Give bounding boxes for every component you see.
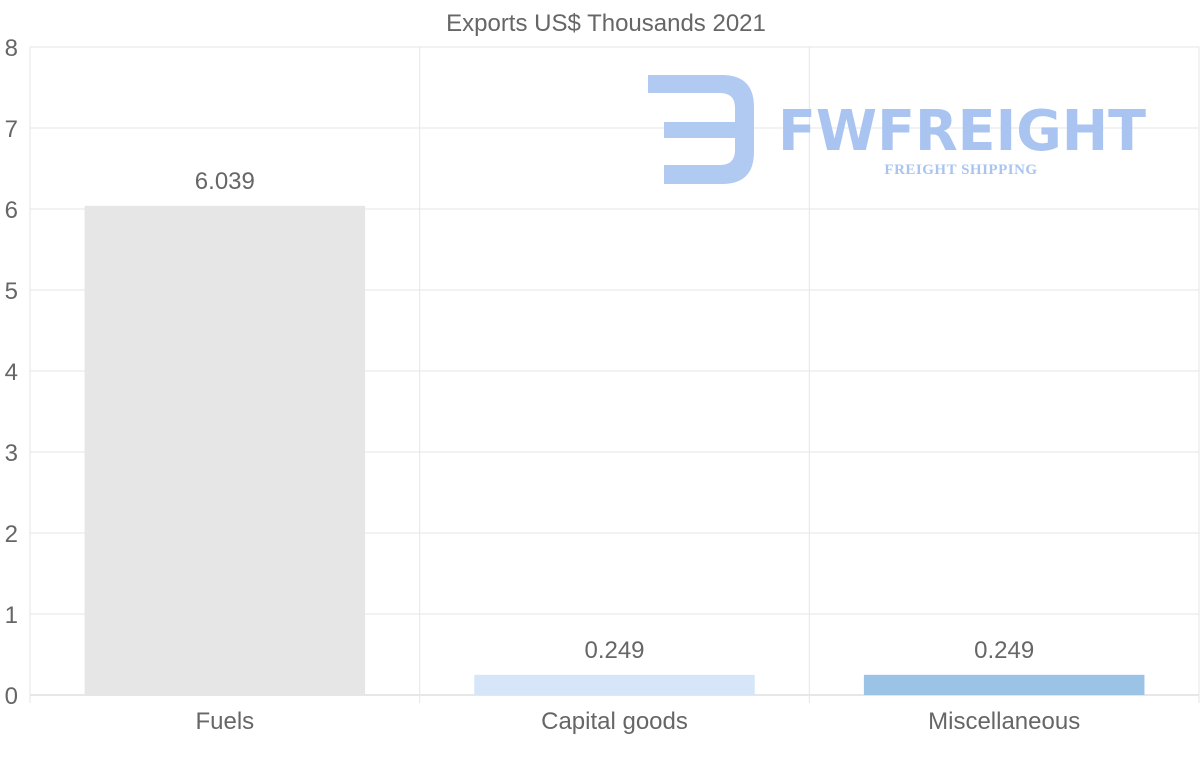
data-label: 6.039 [195, 168, 255, 195]
y-tick-label: 5 [5, 278, 18, 305]
y-tick-label: 2 [5, 521, 18, 548]
chart-title: Exports US$ Thousands 2021 [446, 10, 766, 37]
bar-miscellaneous[interactable] [863, 674, 1145, 695]
watermark-logo: FWFREIGHT FREIGHT SHIPPING [648, 75, 1146, 184]
bar-fuels[interactable] [84, 205, 366, 695]
x-category-label: Fuels [195, 708, 254, 735]
data-label: 0.249 [584, 637, 644, 664]
y-tick-label: 4 [5, 359, 18, 386]
y-tick-label: 8 [5, 35, 18, 62]
y-tick-label: 1 [5, 602, 18, 629]
watermark-brand: FWFREIGHT [778, 99, 1146, 164]
x-category-label: Miscellaneous [928, 708, 1080, 735]
y-tick-label: 7 [5, 116, 18, 143]
labels: 0 1 2 3 4 5 6 7 8 6.039 Fuels 0.249 Capital goods 0.2… [5, 35, 1081, 735]
x-category-label: Capital goods [541, 708, 688, 735]
data-label: 0.249 [974, 637, 1034, 664]
fw-logo-icon [648, 75, 754, 184]
bars [84, 205, 1145, 695]
watermark-tagline: FREIGHT SHIPPING [884, 162, 1037, 178]
y-tick-label: 3 [5, 440, 18, 467]
bar-capital-goods[interactable] [474, 674, 755, 695]
y-tick-label: 0 [5, 683, 18, 710]
y-tick-label: 6 [5, 197, 18, 224]
